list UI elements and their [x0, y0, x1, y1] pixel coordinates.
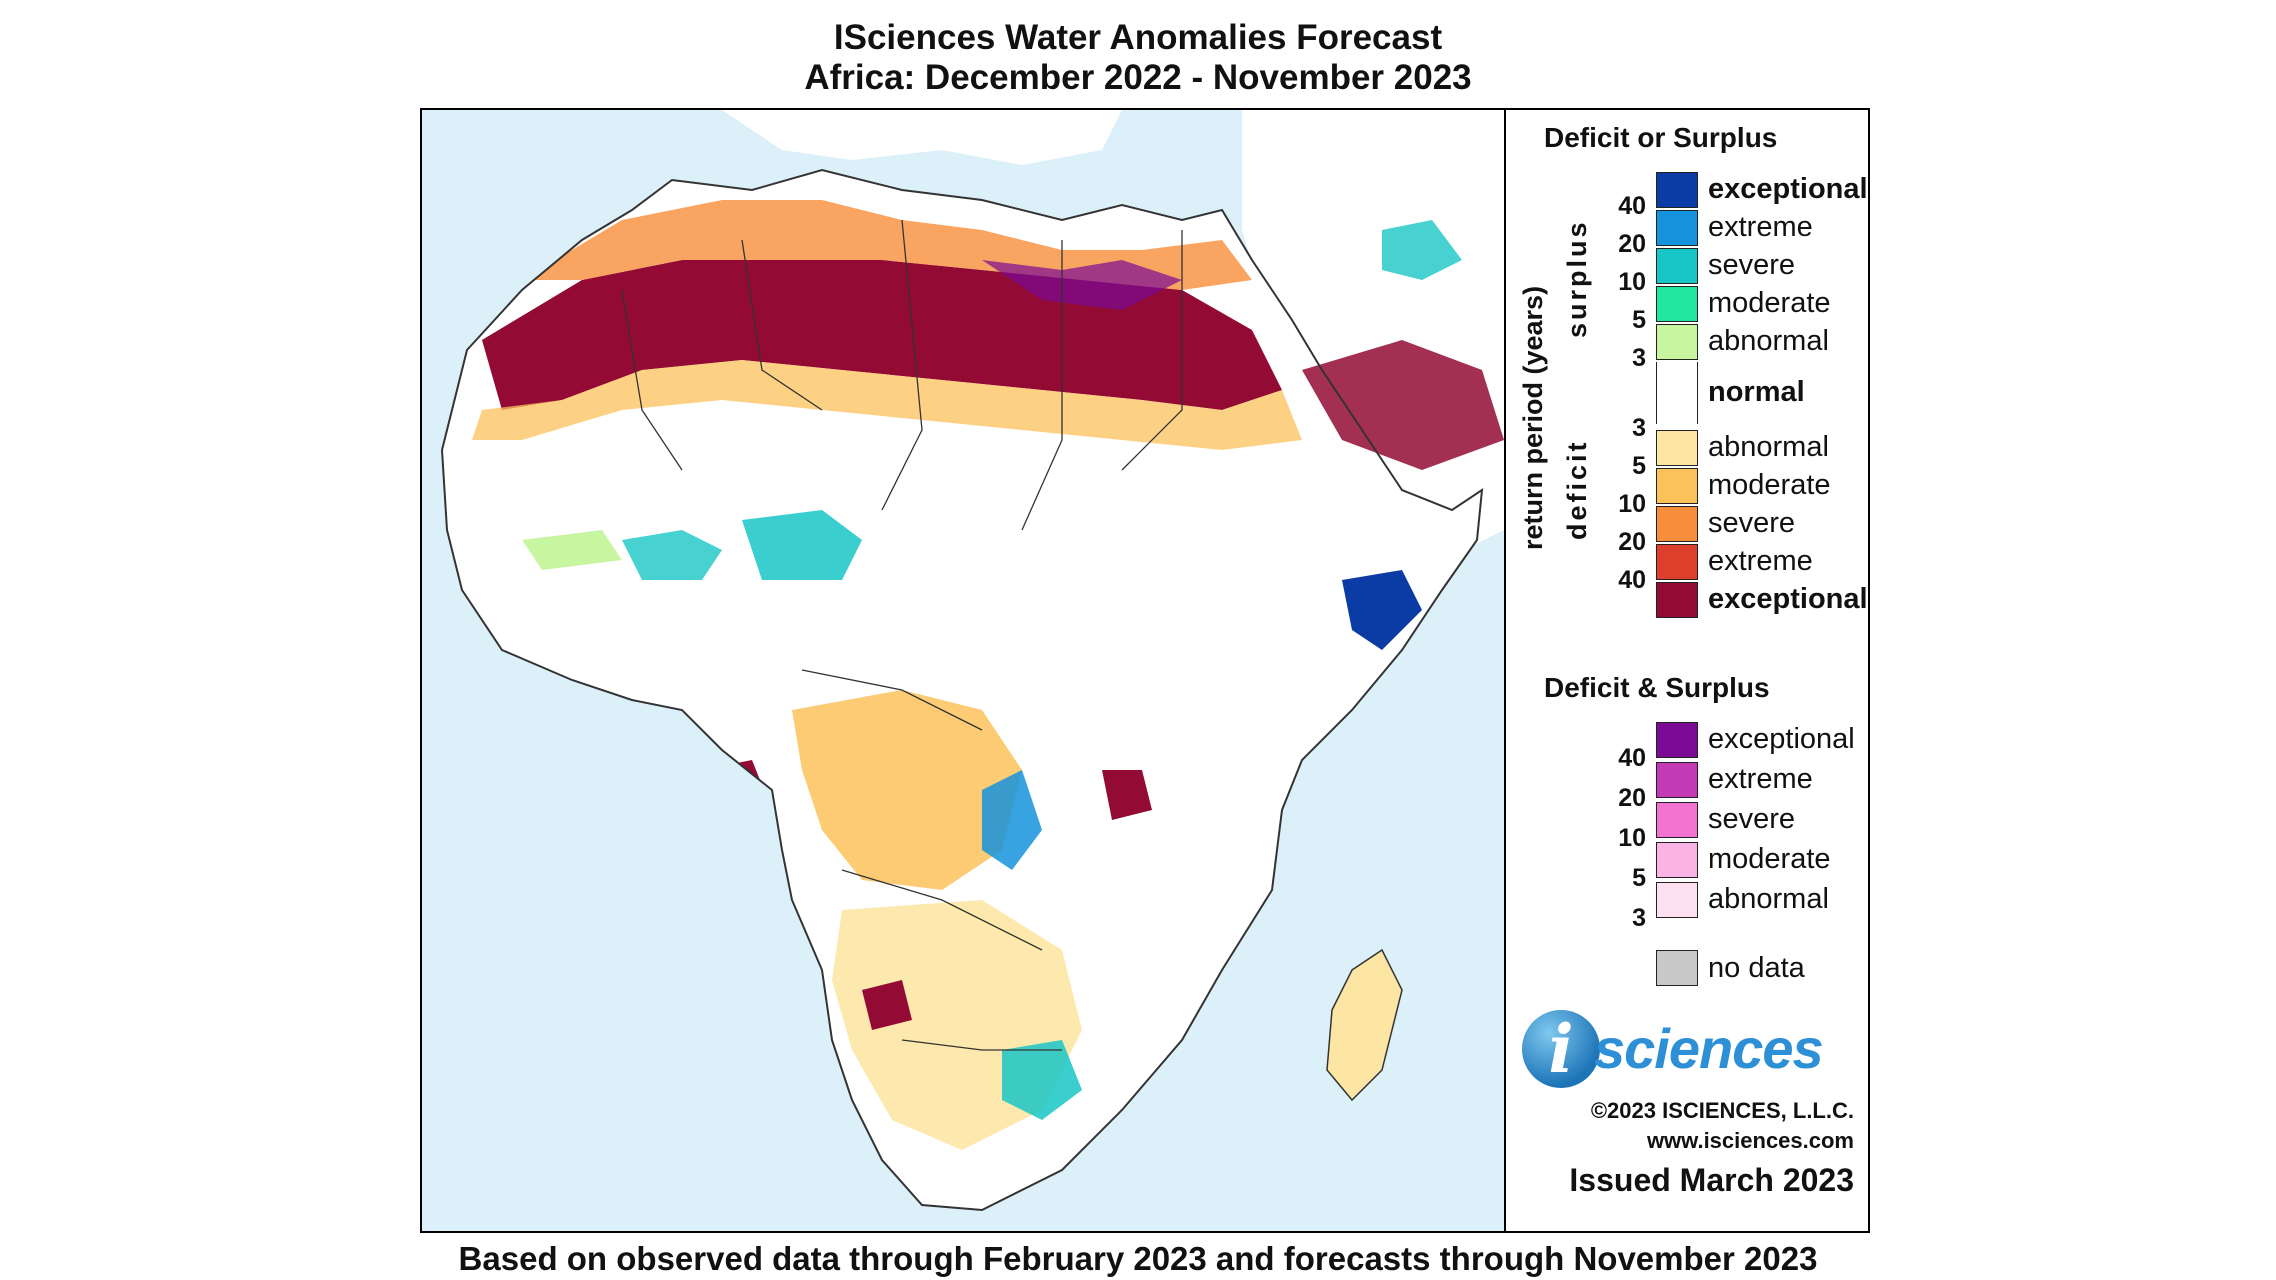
surplus-label-severe: severe	[1708, 249, 1796, 281]
deficit-number: 10	[1618, 490, 1646, 518]
madagascar	[1326, 948, 1403, 1102]
deficit-number: 5	[1632, 452, 1646, 480]
normal-swatch	[1656, 362, 1698, 424]
levant-surplus	[1382, 220, 1462, 280]
both-label-exceptional: exceptional	[1708, 723, 1855, 755]
deficit-number: 40	[1618, 566, 1646, 594]
both-swatch-moderate	[1656, 842, 1698, 878]
deficit-swatch-abnormal	[1656, 430, 1698, 466]
deficit-label-moderate: moderate	[1708, 469, 1831, 501]
deficit-label-exceptional: exceptional	[1708, 583, 1868, 615]
both-number: 5	[1632, 864, 1646, 892]
website-link[interactable]: www.isciences.com	[1646, 1128, 1854, 1153]
both-number: 3	[1632, 904, 1646, 932]
deficit-label-extreme: extreme	[1708, 545, 1813, 577]
return-period-label: return period (years)	[1518, 285, 1548, 550]
deficit-axis-label: deficit	[1562, 439, 1592, 540]
surplus-number: 40	[1618, 192, 1646, 220]
surplus-label-exceptional: exceptional	[1708, 173, 1868, 205]
surplus-number: 5	[1632, 306, 1646, 334]
surplus-label-moderate: moderate	[1708, 287, 1831, 319]
surplus-label-extreme: extreme	[1708, 211, 1813, 243]
legend-panel: Deficit or Surplus return period (years)…	[1504, 110, 1868, 1231]
legend-title-deficit-surplus: Deficit or Surplus	[1544, 122, 1778, 153]
nodata-label: no data	[1708, 952, 1805, 984]
surplus-swatch-severe	[1656, 248, 1698, 284]
footer-note: Based on observed data through February …	[458, 1240, 1818, 1277]
chad-surplus	[742, 510, 862, 580]
west-africa-surplus	[622, 530, 722, 580]
surplus-number: 20	[1618, 230, 1646, 258]
both-number: 20	[1618, 784, 1646, 812]
both-swatch-extreme	[1656, 762, 1698, 798]
both-swatch-abnormal	[1656, 882, 1698, 918]
surplus-swatch-moderate	[1656, 286, 1698, 322]
deficit-swatch-moderate	[1656, 468, 1698, 504]
mozambique-surplus	[1002, 1040, 1082, 1120]
deficit-label-severe: severe	[1708, 507, 1796, 539]
both-swatch-exceptional	[1656, 722, 1698, 758]
map-panel	[422, 110, 1504, 1231]
north-coast-deficit	[522, 200, 1252, 290]
angola-exceptional-deficit	[862, 980, 912, 1030]
congo-deficit	[792, 690, 1022, 890]
surplus-swatch-exceptional	[1656, 172, 1698, 208]
deficit-swatch-exceptional	[1656, 582, 1698, 618]
surplus-swatch-extreme	[1656, 210, 1698, 246]
both-label-abnormal: abnormal	[1708, 883, 1829, 915]
country-borders	[621, 219, 1183, 1051]
somalia-exceptional-surplus	[1342, 570, 1422, 650]
map-subtitle: Africa: December 2022 - November 2023	[804, 58, 1472, 97]
lake-region-surplus	[982, 770, 1042, 870]
surplus-number: 10	[1618, 268, 1646, 296]
deficit-swatch-extreme	[1656, 544, 1698, 580]
surplus-swatch-abnormal	[1656, 324, 1698, 360]
anomaly-layer	[472, 200, 1422, 1150]
normal-label: normal	[1708, 376, 1805, 408]
surplus-label-abnormal: abnormal	[1708, 325, 1829, 357]
deficit-number: 3	[1632, 414, 1646, 442]
both-number: 10	[1618, 824, 1646, 852]
logo-text: sciences	[1594, 1017, 1824, 1080]
both-label-moderate: moderate	[1708, 843, 1831, 875]
legend-title-both: Deficit & Surplus	[1544, 672, 1770, 703]
africa-map	[422, 110, 1504, 1231]
mali-abnormal-surplus	[522, 530, 622, 570]
deficit-number: 20	[1618, 528, 1646, 556]
europe-land	[722, 110, 1122, 165]
deficit-label-abnormal: abnormal	[1708, 431, 1829, 463]
map-frame: Deficit or Surplus return period (years)…	[420, 108, 1870, 1233]
surplus-number: 3	[1632, 344, 1646, 372]
issued-date: Issued March 2023	[1569, 1162, 1854, 1198]
both-label-severe: severe	[1708, 803, 1796, 835]
sahel-deficit	[472, 360, 1302, 450]
libya-both	[982, 260, 1182, 310]
isciences-logo-icon	[1522, 1010, 1600, 1088]
both-swatch-severe	[1656, 802, 1698, 838]
deficit-swatch-severe	[1656, 506, 1698, 542]
logo-letter: i	[1548, 1010, 1574, 1088]
map-title: ISciences Water Anomalies Forecast	[833, 18, 1443, 57]
nodata-swatch	[1656, 950, 1698, 986]
both-label-extreme: extreme	[1708, 763, 1813, 795]
surplus-axis-label: surplus	[1562, 219, 1592, 338]
arabia-exceptional-deficit	[1302, 340, 1504, 470]
copyright: ©2023 ISCIENCES, L.L.C.	[1590, 1098, 1854, 1123]
both-number: 40	[1618, 744, 1646, 772]
kenya-exceptional-deficit	[1102, 770, 1152, 820]
